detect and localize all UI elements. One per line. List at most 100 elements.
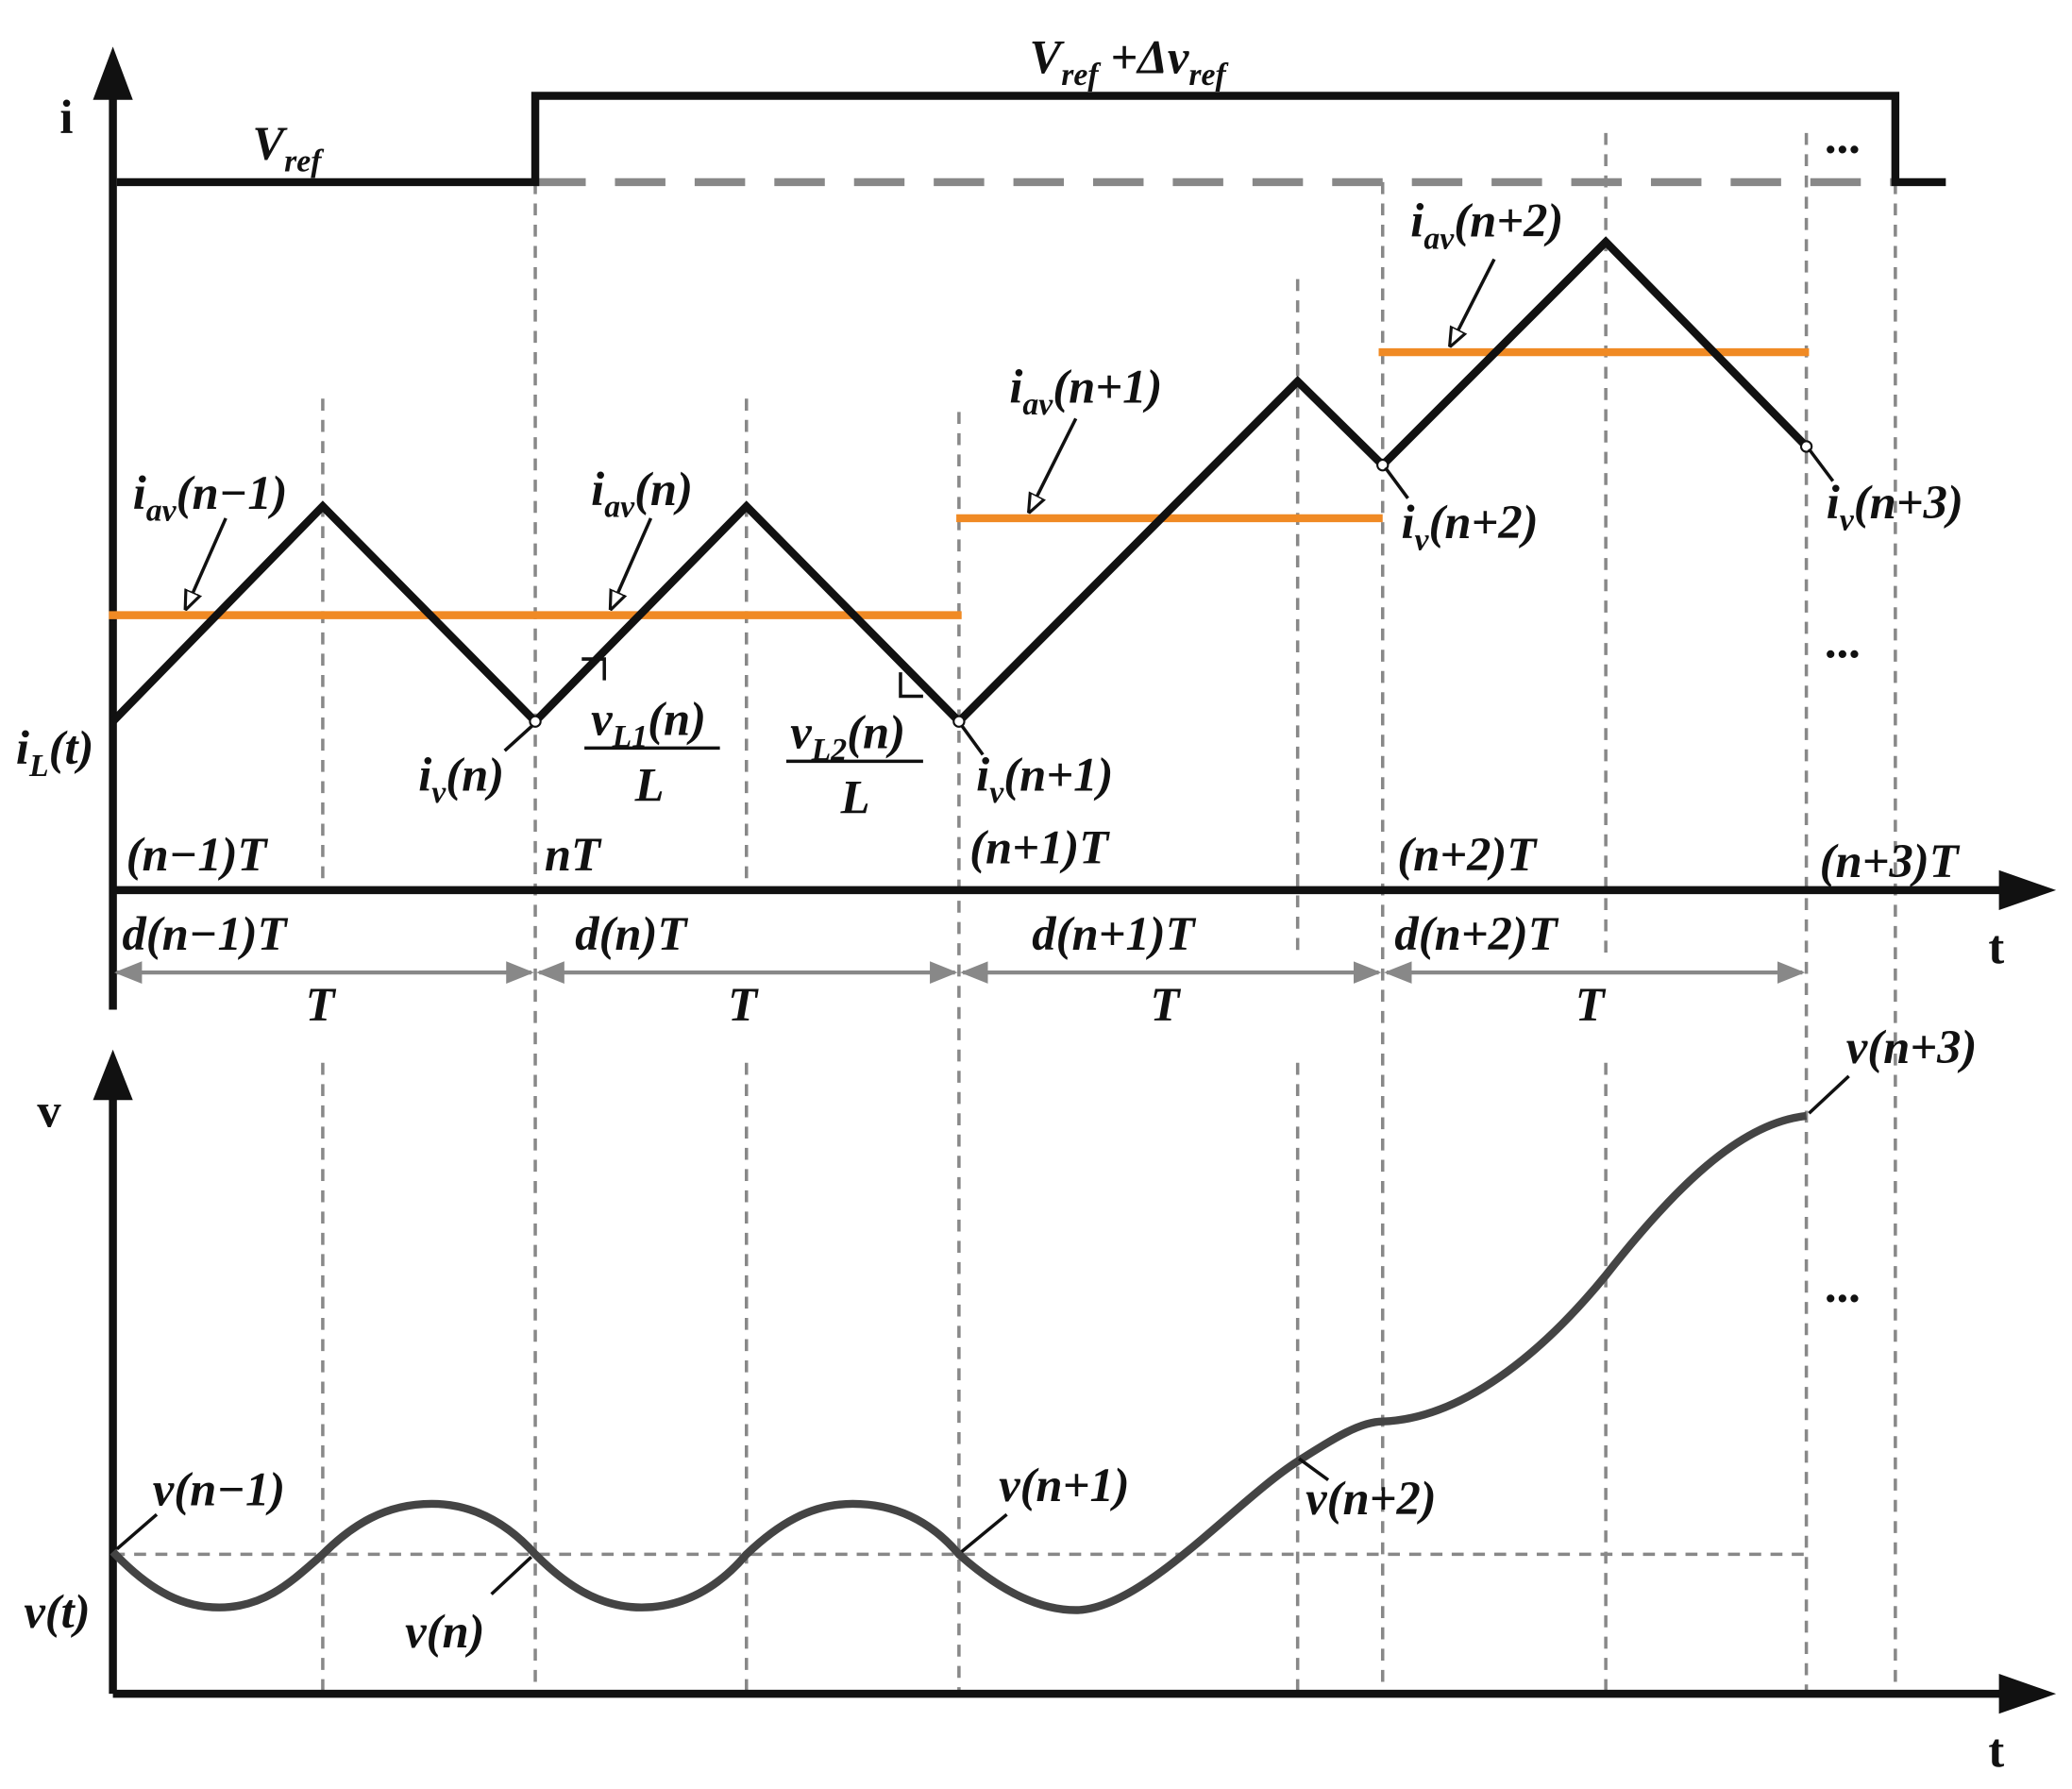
label: iav(n+2) (1410, 194, 1563, 257)
label: v(n+1) (999, 1459, 1130, 1511)
label-part: (n−1)T (126, 828, 269, 881)
label: v(n+2) (1306, 1472, 1437, 1525)
label-part: v (431, 775, 446, 810)
label-part: v (1840, 503, 1855, 538)
reference (116, 92, 1946, 187)
label-part: L (840, 770, 870, 823)
label-part: av (1423, 221, 1455, 256)
label: iL(t) (16, 721, 94, 784)
label: d(n)T (575, 907, 688, 960)
label-part: L1 (612, 719, 649, 754)
label-part: +Δv (1099, 31, 1189, 84)
label-part: L (634, 759, 665, 812)
label: ... (1827, 616, 1862, 668)
label-part: v(t) (24, 1585, 90, 1638)
label-part: L2 (811, 733, 848, 768)
label: ... (1827, 110, 1862, 163)
label-part: v (989, 775, 1004, 810)
label-part: v(n) (405, 1605, 484, 1658)
label-part: V (1029, 31, 1065, 84)
label-part: (n+3) (1854, 476, 1963, 529)
label-part: v(n−1) (153, 1462, 285, 1515)
label-part: (n+2) (1454, 194, 1563, 247)
label-part: v (790, 705, 812, 758)
label-part: (n+2) (1429, 496, 1539, 549)
averages (109, 347, 1810, 619)
label-part: ... (1827, 616, 1862, 668)
label: nT (545, 828, 602, 881)
label-part: (n+3)T (1820, 835, 1961, 887)
label: v(n−1) (153, 1462, 285, 1515)
label-part: v(n+1) (999, 1459, 1130, 1511)
label: d(n+1)T (1032, 907, 1196, 960)
label: v(n+3) (1846, 1021, 1978, 1073)
leaders (115, 258, 1850, 1595)
axis-labels: i t v t (37, 91, 2004, 1778)
label-part: T (1151, 978, 1182, 1031)
label-part: av (604, 490, 635, 525)
label: Vref (252, 117, 325, 179)
label: iv(n+2) (1401, 496, 1538, 558)
label: vL2(n) (790, 705, 905, 768)
label-part: av (1022, 387, 1053, 422)
label-part: T (1575, 978, 1607, 1031)
label: (n+3)T (1820, 835, 1961, 887)
axis-label: i (59, 91, 73, 143)
sample-points (529, 440, 1813, 728)
label-part: d(n+1)T (1032, 907, 1196, 960)
axis-label: t (1988, 920, 2004, 973)
label-part: v (591, 692, 613, 745)
label-part: i (1401, 496, 1414, 549)
label-part: v(n+3) (1846, 1021, 1978, 1073)
label: T (728, 978, 759, 1031)
label-part: i (976, 748, 989, 801)
label-part: (n−1) (177, 466, 288, 519)
label-part: i (16, 721, 29, 774)
label-part: V (252, 117, 288, 170)
label-part: i (418, 748, 431, 801)
label: d(n−1)T (122, 907, 288, 960)
label-part: (n+1) (1053, 361, 1162, 413)
label: (n+2)T (1397, 828, 1538, 881)
label-part: i (1410, 194, 1423, 247)
label: d(n+2)T (1394, 907, 1558, 960)
label-part: d(n−1)T (122, 907, 288, 960)
label-part: i (1827, 476, 1840, 529)
label-part: d(n+2)T (1394, 907, 1558, 960)
label-part: (n+1) (1003, 748, 1113, 801)
label: iv(n+3) (1827, 476, 1963, 538)
label: v(t) (24, 1585, 90, 1638)
label: vL1(n) (591, 692, 706, 754)
label-part: v(n+2) (1306, 1472, 1437, 1525)
label-part: v (1415, 523, 1430, 558)
label-part: (n) (634, 463, 693, 515)
label: iv(n+1) (976, 748, 1113, 810)
label-part: (n+2)T (1397, 828, 1538, 881)
label-part: (n) (847, 705, 905, 758)
label: ... (1827, 1259, 1862, 1312)
label-part: i (591, 463, 604, 515)
label: T (1575, 978, 1607, 1031)
label-part: ... (1827, 1259, 1862, 1312)
label: iav(n+1) (1009, 361, 1162, 423)
axis-label: t (1988, 1725, 2004, 1778)
axes (93, 46, 2057, 1714)
label-part: T (306, 978, 337, 1031)
label-part: ref (1188, 58, 1229, 93)
label-part: L (28, 749, 49, 784)
label: (n−1)T (126, 828, 269, 881)
label-part: ref (1061, 58, 1102, 93)
label-part: ref (284, 144, 325, 179)
voltage (109, 1111, 1808, 1614)
label-part: (n) (648, 692, 706, 745)
label-part: T (728, 978, 759, 1031)
label-part: av (146, 494, 177, 529)
label: L (634, 759, 665, 812)
label: (n+1)T (969, 821, 1110, 874)
label-part: i (133, 466, 146, 519)
label-part: ... (1827, 110, 1862, 163)
label: iav(n) (591, 463, 693, 525)
label: T (1151, 978, 1182, 1031)
label-part: (n+1)T (969, 821, 1110, 874)
